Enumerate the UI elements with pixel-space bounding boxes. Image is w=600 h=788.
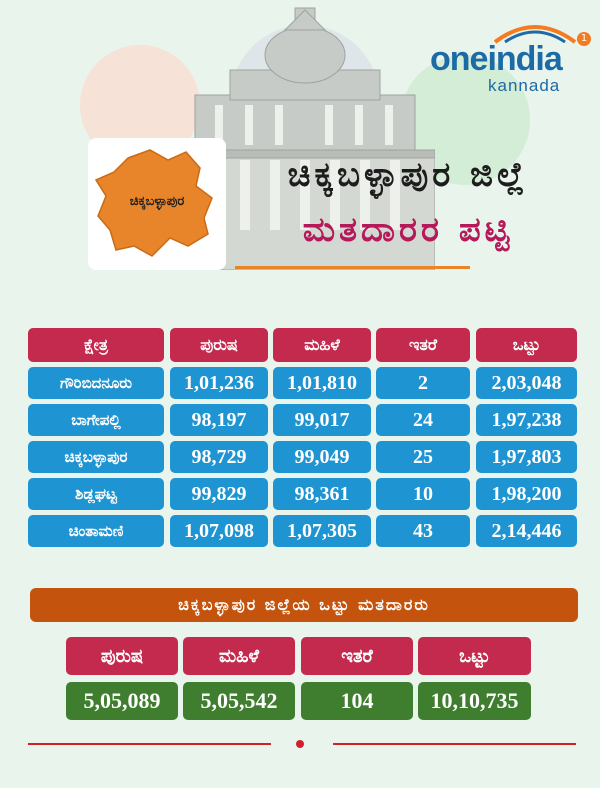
table-cell-others: 2 [376,367,470,399]
table-cell-others: 43 [376,515,470,547]
page-title: ಚಿಕ್ಕಬಳ್ಳಾಪುರ ಜಿಲ್ಲೆ [287,155,529,195]
table-cell-male: 98,197 [170,404,268,436]
summary-header-others: ಇತರೆ [301,637,413,675]
table-header-female: ಮಹಿಳೆ [273,328,371,362]
table-cell-others: 10 [376,478,470,510]
footer-rule-right [333,743,576,745]
summary-value-total: 10,10,735 [418,682,531,720]
table-cell-total: 1,98,200 [476,478,577,510]
table-row-name: ಚಿಂತಾಮಣಿ [28,515,164,547]
summary-header-total: ಒಟ್ಟು [418,637,531,675]
table-header-constituency: ಕ್ಷೇತ್ರ [28,328,164,362]
table-header-total: ಒಟ್ಟು [476,328,577,362]
title-underline [235,266,470,269]
table-cell-female: 1,07,305 [273,515,371,547]
table-cell-female: 99,017 [273,404,371,436]
table-cell-female: 99,049 [273,441,371,473]
footer-rule-left [28,743,271,745]
district-map-card: ಚಿಕ್ಕಬಳ್ಳಾಪುರ [88,138,226,270]
table-cell-female: 98,361 [273,478,371,510]
summary-value-female: 5,05,542 [183,682,295,720]
logo-arc-icon [493,25,577,44]
table-cell-male: 98,729 [170,441,268,473]
table-row-name: ಗೌರಿಬಿದನೂರು [28,367,164,399]
table-cell-total: 2,03,048 [476,367,577,399]
page-subtitle: ಮತದಾರರ ಪಟ್ಟಿ [302,210,514,250]
logo-badge: 1 [577,32,591,46]
summary-header-female: ಮಹಿಳೆ [183,637,295,675]
table-cell-female: 1,01,810 [273,367,371,399]
table-cell-total: 1,97,238 [476,404,577,436]
summary-banner: ಚಿಕ್ಕಬಳ್ಳಾಪುರ ಜಿಲ್ಲೆಯ ಒಟ್ಟು ಮತದಾರರು [30,588,578,622]
table-cell-total: 2,14,446 [476,515,577,547]
district-map-icon [94,149,213,257]
table-cell-male: 1,07,098 [170,515,268,547]
footer-dot [296,740,304,748]
table-row-name: ಚಿಕ್ಕಬಳ್ಳಾಪುರ [28,441,164,473]
summary-value-others: 104 [301,682,413,720]
table-cell-male: 99,829 [170,478,268,510]
logo-brand-text: oneindia [430,40,563,78]
logo-sub-text: kannada [488,76,561,95]
table-row-name: ಶಿಡ್ಲಘಟ್ಟ [28,478,164,510]
table-cell-male: 1,01,236 [170,367,268,399]
oneindia-kannada-logo[interactable]: oneindia 1 kannada [430,18,591,95]
table-row-name: ಬಾಗೇಪಲ್ಲಿ [28,404,164,436]
district-map-label: ಚಿಕ್ಕಬಳ್ಳಾಪುರ [129,194,185,209]
summary-value-male: 5,05,089 [66,682,178,720]
table-header-male: ಪುರುಷ [170,328,268,362]
table-cell-total: 1,97,803 [476,441,577,473]
table-cell-others: 24 [376,404,470,436]
table-header-others: ಇತರೆ [376,328,470,362]
summary-header-male: ಪುರುಷ [66,637,178,675]
table-cell-others: 25 [376,441,470,473]
